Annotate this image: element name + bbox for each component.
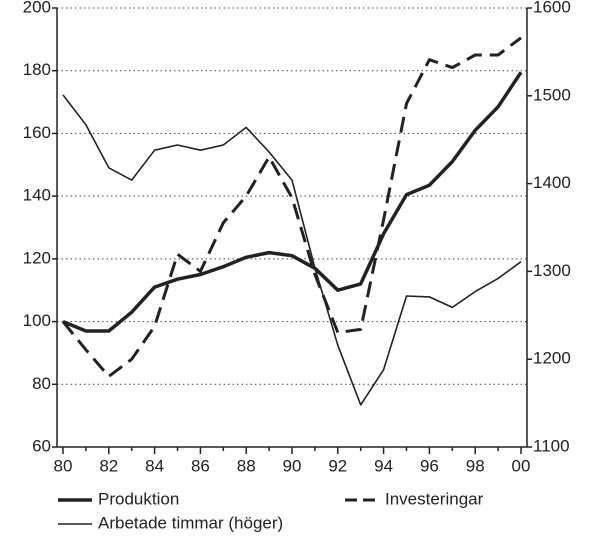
legend-label: Produktion bbox=[98, 489, 179, 508]
x-tick-label: 96 bbox=[420, 456, 439, 475]
x-tick-label: 90 bbox=[283, 456, 302, 475]
series-line bbox=[62, 71, 523, 333]
y-tick-label: 60 bbox=[32, 436, 51, 455]
y2-tick-label: 1400 bbox=[533, 173, 571, 192]
x-tick-label: 94 bbox=[374, 456, 393, 475]
y2-tick-label: 1600 bbox=[533, 0, 571, 16]
y-tick-label: 200 bbox=[23, 0, 51, 16]
y-tick-label: 160 bbox=[23, 123, 51, 142]
y-tick-label: 180 bbox=[23, 60, 51, 79]
x-tick-label: 80 bbox=[54, 456, 73, 475]
y-tick-label: 100 bbox=[23, 311, 51, 330]
y-tick-label: 140 bbox=[23, 186, 51, 205]
y-tick-label: 120 bbox=[23, 248, 51, 267]
x-tick-label: 92 bbox=[328, 456, 347, 475]
legend-label: Investeringar bbox=[385, 489, 484, 508]
series-line bbox=[62, 94, 522, 406]
x-tick-label: 82 bbox=[99, 456, 118, 475]
y-tick-label: 80 bbox=[32, 374, 51, 393]
y2-tick-label: 1200 bbox=[533, 349, 571, 368]
series-line bbox=[61, 36, 522, 378]
x-tick-label: 88 bbox=[237, 456, 256, 475]
x-tick-label: 86 bbox=[191, 456, 210, 475]
y2-tick-label: 1500 bbox=[533, 85, 571, 104]
x-tick-label: 84 bbox=[145, 456, 164, 475]
legend-label: Arbetade timmar (höger) bbox=[98, 513, 283, 532]
x-tick-label: 00 bbox=[512, 456, 531, 475]
x-tick-label: 98 bbox=[466, 456, 485, 475]
y2-tick-label: 1300 bbox=[533, 261, 571, 280]
y2-tick-label: 1100 bbox=[533, 436, 570, 455]
